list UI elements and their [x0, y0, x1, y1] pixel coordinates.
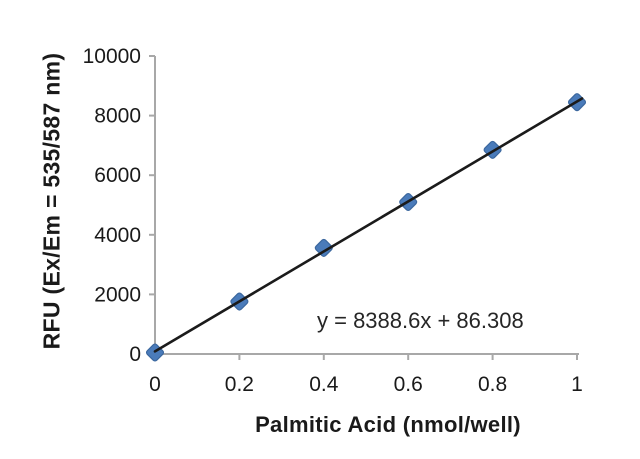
trendline — [153, 97, 584, 353]
x-tick-label: 0.8 — [478, 373, 507, 396]
trendline-equation: y = 8388.6x + 86.308 — [317, 308, 524, 333]
data-point-marker — [314, 238, 333, 257]
x-tick-label: 0.6 — [394, 373, 423, 396]
x-tick-label: 1 — [571, 373, 583, 396]
y-tick-label: 4000 — [94, 224, 141, 247]
x-axis-title: Palmitic Acid (nmol/well) — [255, 412, 521, 437]
x-tick-label: 0.4 — [309, 373, 339, 396]
y-tick-label: 0 — [129, 343, 141, 366]
y-tick-label: 2000 — [94, 283, 141, 306]
x-tick-label: 0.2 — [225, 373, 254, 396]
y-tick-label: 6000 — [94, 164, 141, 187]
y-axis-title: RFU (Ex/Em = 535/587 nm) — [38, 52, 65, 350]
y-tick-label: 10000 — [83, 45, 141, 68]
x-tick-label: 0 — [149, 373, 161, 396]
y-tick-label: 8000 — [94, 105, 141, 128]
